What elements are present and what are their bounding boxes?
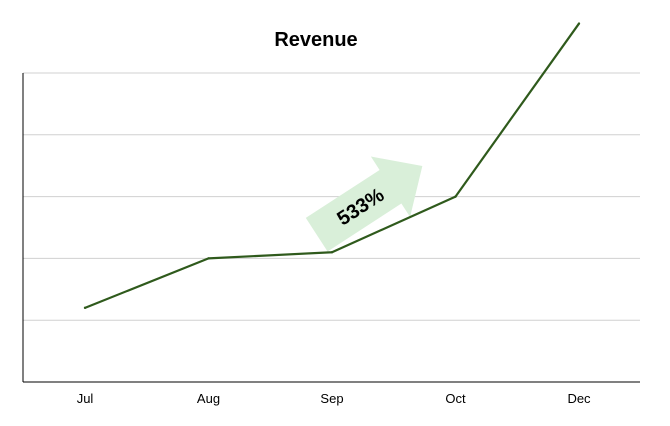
series-line [84, 22, 580, 309]
x-tick-label: Jul [77, 391, 94, 406]
data-point [330, 251, 334, 254]
series-lines [83, 22, 581, 310]
x-axis-tick-labels: Jul Aug Sep Oct Dec [77, 391, 591, 406]
x-tick-label: Oct [445, 391, 466, 406]
growth-arrow: 533% [305, 156, 423, 252]
x-tick-label: Aug [197, 391, 220, 406]
data-point [83, 306, 87, 310]
axes [22, 73, 640, 383]
arrow-shape [305, 156, 423, 252]
gridlines [23, 72, 640, 321]
data-point [207, 257, 210, 260]
chart-title: Revenue [274, 29, 357, 51]
x-tick-label: Sep [320, 391, 343, 406]
data-point [454, 195, 457, 198]
data-point [577, 22, 581, 25]
x-tick-label: Dec [567, 391, 591, 406]
annotation: 533% [305, 156, 423, 252]
